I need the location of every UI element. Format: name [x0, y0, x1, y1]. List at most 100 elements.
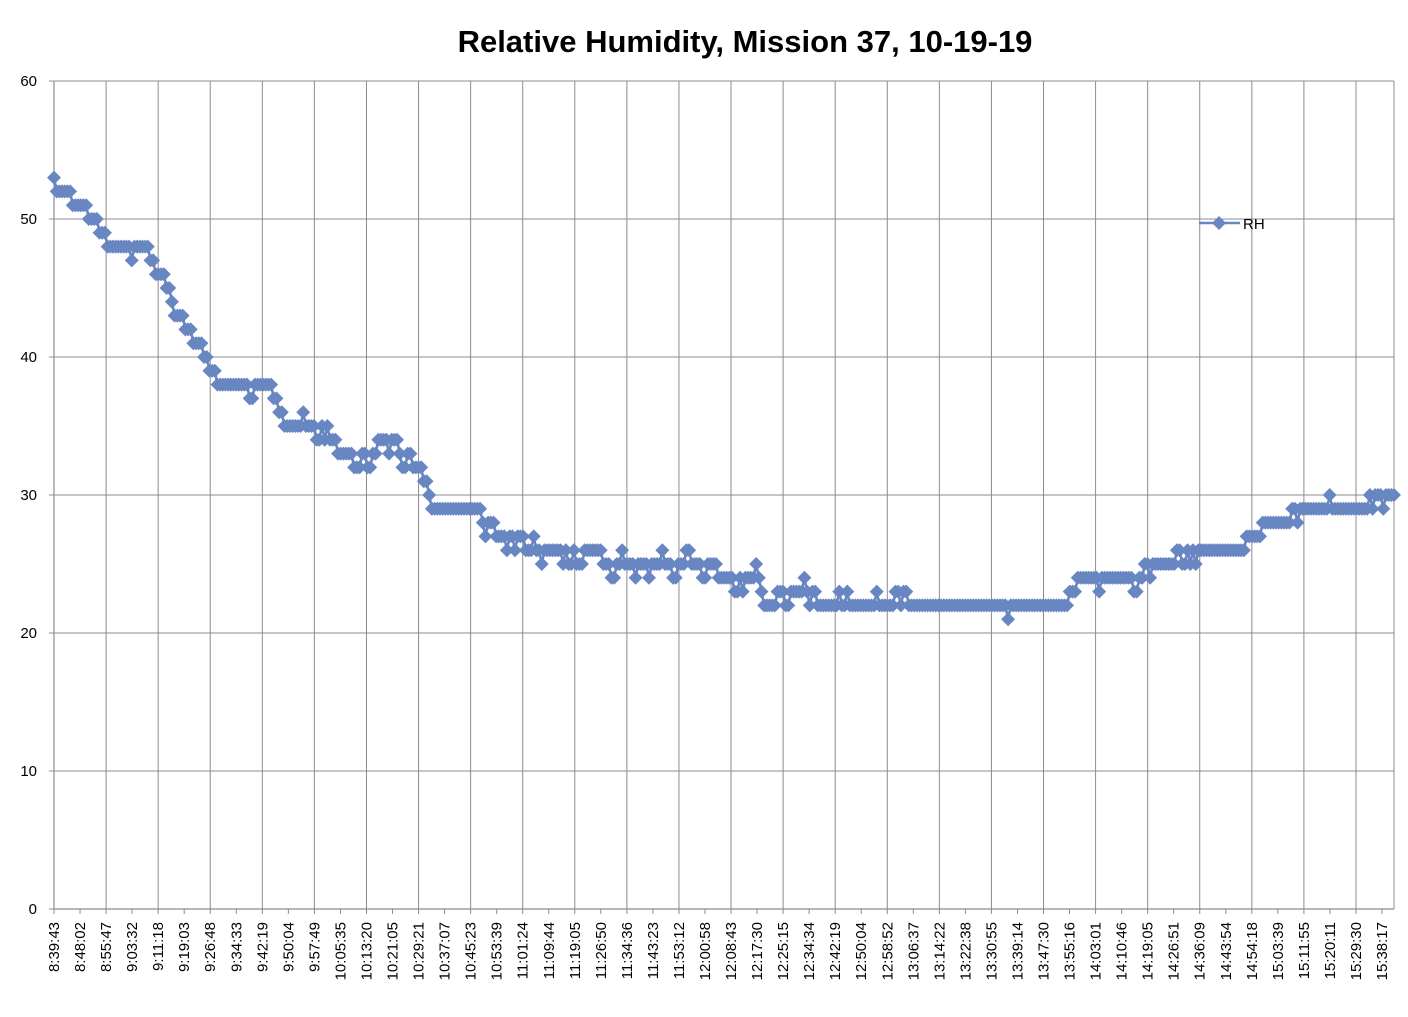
- x-tick-label: 12:50:04: [853, 922, 870, 980]
- x-tick-label: 11:34:36: [619, 922, 636, 979]
- x-tick-label: 15:11:55: [1296, 922, 1313, 979]
- x-tick-label: 12:00:58: [697, 922, 714, 980]
- data-point-rh: [328, 432, 343, 447]
- x-tick-label: 11:53:12: [671, 922, 688, 979]
- data-point-rh: [140, 239, 155, 254]
- data-point-rh: [89, 212, 104, 226]
- x-tick-label: 8:55:47: [98, 922, 115, 972]
- data-point-rh: [840, 584, 855, 599]
- x-tick-label: 13:06:37: [905, 922, 922, 980]
- data-point-rh: [146, 253, 161, 268]
- data-point-rh: [869, 584, 884, 599]
- y-tick-label: 0: [29, 901, 37, 918]
- data-point-rh: [164, 294, 179, 309]
- data-point-rh: [344, 446, 359, 461]
- x-tick-label: 14:03:01: [1088, 922, 1105, 980]
- data-point-rh: [751, 570, 766, 585]
- data-point-rh: [1290, 515, 1305, 530]
- data-point-rh: [269, 391, 284, 406]
- data-point-rh: [419, 474, 434, 489]
- data-point-rh: [593, 543, 608, 558]
- x-tick-label: 10:13:20: [358, 922, 375, 980]
- data-point-rh: [306, 419, 321, 433]
- data-point-rh: [1092, 584, 1107, 599]
- x-tick-label: 11:01:24: [515, 922, 532, 979]
- data-point-rh: [320, 419, 335, 433]
- y-tick-label: 40: [20, 349, 37, 366]
- data-point-rh: [558, 543, 573, 558]
- x-tick-label: 10:45:23: [463, 922, 480, 980]
- x-tick-label: 13:39:14: [1009, 922, 1026, 980]
- y-tick-label: 10: [20, 763, 37, 780]
- x-tick-label: 10:53:39: [489, 922, 506, 980]
- data-point-rh: [392, 446, 407, 461]
- data-point-rh: [781, 598, 796, 613]
- data-point-rh: [566, 543, 581, 558]
- data-point-rh: [264, 377, 279, 392]
- x-tick-label: 14:43:54: [1218, 922, 1235, 980]
- data-point-rh: [754, 584, 769, 599]
- x-tick-label: 9:34:33: [228, 922, 245, 972]
- data-point-rh: [615, 543, 630, 558]
- data-point-rh: [641, 570, 656, 585]
- x-tick-label: 10:05:35: [332, 922, 349, 980]
- data-point-rh: [663, 557, 678, 571]
- data-point-rh: [1129, 584, 1144, 599]
- x-tick-label: 12:08:43: [723, 922, 740, 980]
- data-point-rh: [767, 598, 782, 613]
- x-tick-label: 14:10:46: [1114, 922, 1131, 980]
- x-tick-label: 13:30:55: [983, 922, 1000, 980]
- y-tick-label: 30: [20, 487, 37, 504]
- data-point-rh: [124, 253, 139, 268]
- data-point-rh: [486, 515, 501, 530]
- x-tick-label: 10:37:07: [437, 922, 454, 980]
- data-point-rh: [194, 336, 209, 351]
- x-tick-label: 15:29:30: [1348, 922, 1365, 980]
- x-tick-label: 13:55:16: [1062, 922, 1079, 980]
- data-point-rh: [574, 557, 589, 571]
- data-point-rh: [207, 363, 222, 378]
- data-point-rh: [1322, 488, 1337, 502]
- data-point-rh: [1365, 501, 1380, 516]
- data-point-rh: [797, 570, 812, 585]
- x-tick-label: 14:26:51: [1166, 922, 1183, 980]
- data-point-rh: [47, 170, 61, 185]
- chart-title: Relative Humidity, Mission 37, 10-19-19: [458, 24, 1033, 59]
- data-point-rh: [698, 570, 713, 585]
- x-tick-label: 14:19:05: [1140, 922, 1157, 980]
- legend: RH: [1199, 216, 1265, 233]
- data-point-rh: [1167, 557, 1182, 571]
- data-point-rh: [199, 350, 214, 364]
- data-point-rh: [1068, 584, 1083, 599]
- x-tick-label: 9:26:48: [202, 922, 219, 972]
- data-point-rh: [899, 584, 914, 599]
- data-point-rh: [357, 446, 372, 461]
- x-tick-label: 10:29:21: [411, 922, 428, 980]
- data-point-rh: [668, 570, 683, 585]
- data-point-rh: [534, 557, 549, 571]
- data-point-rh: [183, 322, 198, 337]
- x-tick-label: 11:26:50: [593, 922, 610, 979]
- data-point-rh: [63, 184, 78, 199]
- data-point-rh: [735, 584, 750, 599]
- data-point-rh: [1376, 501, 1391, 516]
- data-point-rh: [507, 543, 522, 558]
- gridlines: [53, 80, 1395, 910]
- data-point-rh: [79, 198, 94, 213]
- data-point-rh: [893, 598, 908, 613]
- data-point-rh: [676, 557, 691, 571]
- data-point-rh: [414, 460, 429, 475]
- data-point-rh: [607, 570, 622, 585]
- series-rh: [47, 170, 1401, 627]
- data-point-rh: [832, 584, 847, 599]
- data-point-rh: [1001, 612, 1016, 627]
- legend-diamond-marker: [1212, 216, 1226, 230]
- data-point-rh: [499, 543, 514, 558]
- data-point-rh: [162, 281, 177, 295]
- data-point-rh: [808, 584, 823, 599]
- data-point-rh: [422, 488, 437, 502]
- x-tick-label: 12:34:34: [801, 922, 818, 980]
- data-point-rh: [473, 501, 488, 516]
- data-point-rh: [775, 584, 790, 599]
